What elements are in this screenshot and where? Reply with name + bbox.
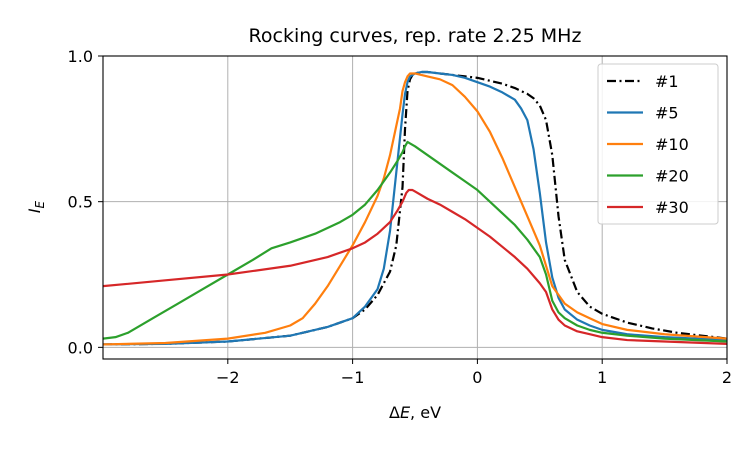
y-tick-label: 0.0 — [68, 338, 93, 357]
x-tick-label: 2 — [722, 368, 732, 387]
x-axis-ticks: −2 −1 0 1 2 — [216, 359, 732, 387]
series-line — [103, 188, 727, 345]
legend-label: #1 — [655, 72, 679, 91]
legend-label: #20 — [655, 167, 689, 186]
x-tick-label: −1 — [341, 368, 365, 387]
series-line — [103, 140, 727, 343]
legend-box — [597, 63, 719, 225]
legend-label: #10 — [655, 135, 689, 154]
chart-title: Rocking curves, rep. rate 2.25 MHz — [249, 25, 582, 47]
plot-frame — [102, 55, 728, 360]
legend: #1 #5 #10 #20 #30 — [597, 63, 719, 225]
y-axis-ticks: 0.0 0.5 1.0 — [68, 47, 103, 357]
legend-label: #5 — [655, 104, 679, 123]
x-axis-label: ΔE, eV — [389, 403, 441, 422]
series-lines — [103, 70, 727, 346]
y-tick-label: 0.5 — [68, 193, 93, 212]
x-tick-label: 1 — [597, 368, 607, 387]
x-tick-label: −2 — [216, 368, 240, 387]
y-tick-label: 1.0 — [68, 47, 93, 66]
series-line — [103, 70, 727, 346]
series-line — [103, 72, 727, 346]
y-axis-label: IE — [25, 200, 47, 213]
x-tick-label: 0 — [472, 368, 482, 387]
legend-label: #30 — [655, 198, 689, 217]
